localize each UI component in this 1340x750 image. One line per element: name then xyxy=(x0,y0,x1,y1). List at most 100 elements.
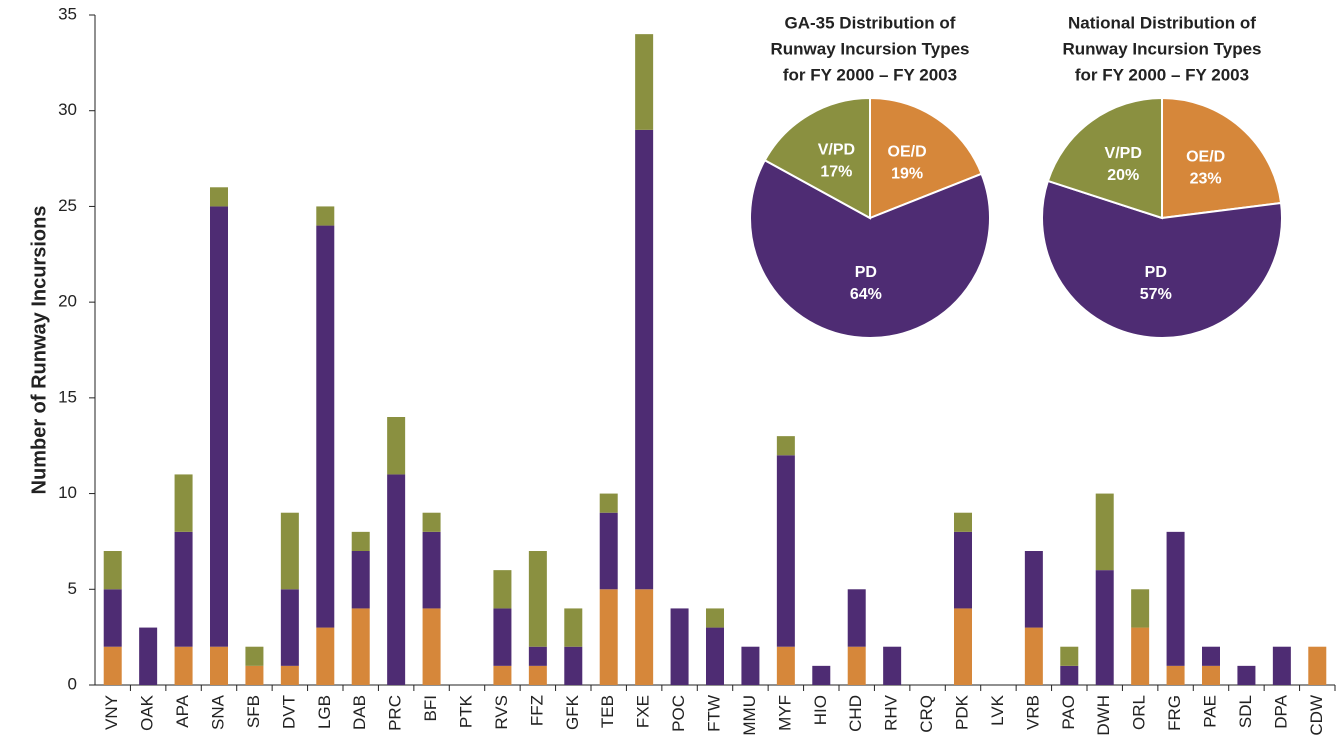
bar-segment xyxy=(139,627,158,685)
bar-segment xyxy=(1060,665,1079,685)
pie-slice xyxy=(749,158,991,339)
bar-segment xyxy=(1237,665,1256,685)
bar-segment xyxy=(706,627,724,685)
x-tick-label: FTW xyxy=(704,695,723,732)
bar-segment xyxy=(493,570,512,609)
bar-segment xyxy=(351,608,370,685)
bar-segment xyxy=(599,589,618,685)
bar-segment xyxy=(174,531,193,647)
pie-label: OE/D xyxy=(1186,149,1225,166)
bar-segment xyxy=(599,512,618,590)
bar-segment xyxy=(1272,646,1291,685)
bar-segment xyxy=(174,474,193,532)
pie-slice xyxy=(1041,179,1283,339)
bar-segment xyxy=(351,531,370,551)
bar-segment xyxy=(1131,589,1150,628)
x-tick-label: DPA xyxy=(1271,694,1290,728)
x-tick-label: SNA xyxy=(208,694,227,730)
y-axis-title: Number of Runway Incursions xyxy=(28,206,50,495)
x-tick-label: TEB xyxy=(598,695,617,728)
x-tick-label: LVK xyxy=(988,694,1007,726)
bar-segment xyxy=(528,646,547,666)
bar-segment xyxy=(564,608,583,647)
bar-segment xyxy=(776,646,795,685)
bar-segment xyxy=(1308,646,1327,685)
x-tick-label: APA xyxy=(173,694,192,727)
x-tick-label: POC xyxy=(669,695,688,732)
bar-segment xyxy=(564,646,583,685)
pie-slice xyxy=(1161,96,1283,220)
y-tick-label: 10 xyxy=(58,483,77,502)
pie-title: for FY 2000 – FY 2003 xyxy=(1075,65,1249,84)
bar-segment xyxy=(387,417,406,475)
bar-segment xyxy=(422,531,441,609)
bar-segment xyxy=(706,608,724,628)
pie-slice xyxy=(1046,96,1163,220)
bar-segment xyxy=(351,551,370,609)
x-tick-label: DVT xyxy=(279,695,298,729)
x-tick-label: PTK xyxy=(456,694,475,728)
bar-segment xyxy=(422,608,441,685)
x-tick-label: DWH xyxy=(1094,695,1113,736)
y-tick-label: 30 xyxy=(58,100,77,119)
bar-segment xyxy=(1202,665,1220,685)
bar-segment xyxy=(316,627,335,685)
bar-segment xyxy=(670,608,689,685)
pie-value-label: 57% xyxy=(1140,286,1172,303)
x-tick-label: BFI xyxy=(421,695,440,721)
bar-segment xyxy=(210,206,228,647)
bar-segment xyxy=(103,551,122,590)
x-tick-label: VRB xyxy=(1023,695,1042,730)
x-tick-label: SDL xyxy=(1236,695,1255,728)
x-tick-label: ORL xyxy=(1130,695,1149,730)
x-tick-label: FRG xyxy=(1165,695,1184,731)
y-tick-label: 0 xyxy=(68,674,77,693)
bar-segment xyxy=(422,512,441,532)
pie-title: Runway Incursion Types xyxy=(1062,39,1261,58)
y-tick-label: 5 xyxy=(68,579,77,598)
x-tick-label: CDW xyxy=(1307,695,1326,736)
bar-segment xyxy=(103,646,122,685)
bar-segment xyxy=(954,531,972,609)
bar-segment xyxy=(1095,493,1114,571)
x-tick-label: VNY xyxy=(102,695,121,730)
pie-title: for FY 2000 – FY 2003 xyxy=(783,65,957,84)
bar-segment xyxy=(883,646,902,685)
bar-segment xyxy=(1166,531,1185,666)
bar-segment xyxy=(210,646,228,685)
x-tick-label: HIO xyxy=(811,695,830,725)
pie-label: PD xyxy=(1145,264,1167,281)
bar-segment xyxy=(776,455,795,647)
bar-segment xyxy=(316,225,335,628)
bar-segment xyxy=(280,512,299,590)
x-tick-label: CRQ xyxy=(917,695,936,733)
x-tick-label: PDK xyxy=(952,694,971,730)
bar-segment xyxy=(954,512,972,532)
pie-value-label: 19% xyxy=(891,166,923,183)
bar-segment xyxy=(635,589,654,685)
x-tick-label: RHV xyxy=(882,694,901,731)
pie-label: V/PD xyxy=(1105,145,1142,162)
bar-segment xyxy=(387,474,406,685)
pie-value-label: 20% xyxy=(1107,167,1139,184)
pie-title: National Distribution of xyxy=(1068,13,1256,32)
x-tick-label: PRC xyxy=(386,695,405,731)
x-tick-label: MYF xyxy=(775,695,794,731)
pie-slice xyxy=(869,96,983,220)
x-tick-label: PAO xyxy=(1059,695,1078,730)
x-tick-label: CHD xyxy=(846,695,865,732)
y-tick-label: 25 xyxy=(58,196,77,215)
bar-segment xyxy=(210,187,228,207)
bar-segment xyxy=(528,551,547,647)
bar-segment xyxy=(493,665,512,685)
y-tick-label: 20 xyxy=(58,292,77,311)
bar-segment xyxy=(1024,627,1043,685)
x-tick-label: OAK xyxy=(138,694,157,731)
bar-segment xyxy=(245,665,264,685)
pie-value-label: 64% xyxy=(850,286,882,303)
y-tick-label: 15 xyxy=(58,387,77,406)
pie-value-label: 23% xyxy=(1190,171,1222,188)
pie-label: OE/D xyxy=(888,144,927,161)
x-tick-label: DAB xyxy=(350,695,369,730)
